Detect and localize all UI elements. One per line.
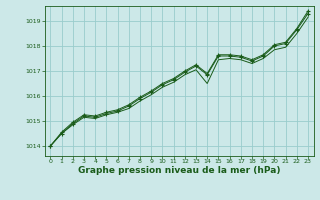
X-axis label: Graphe pression niveau de la mer (hPa): Graphe pression niveau de la mer (hPa)	[78, 166, 280, 175]
